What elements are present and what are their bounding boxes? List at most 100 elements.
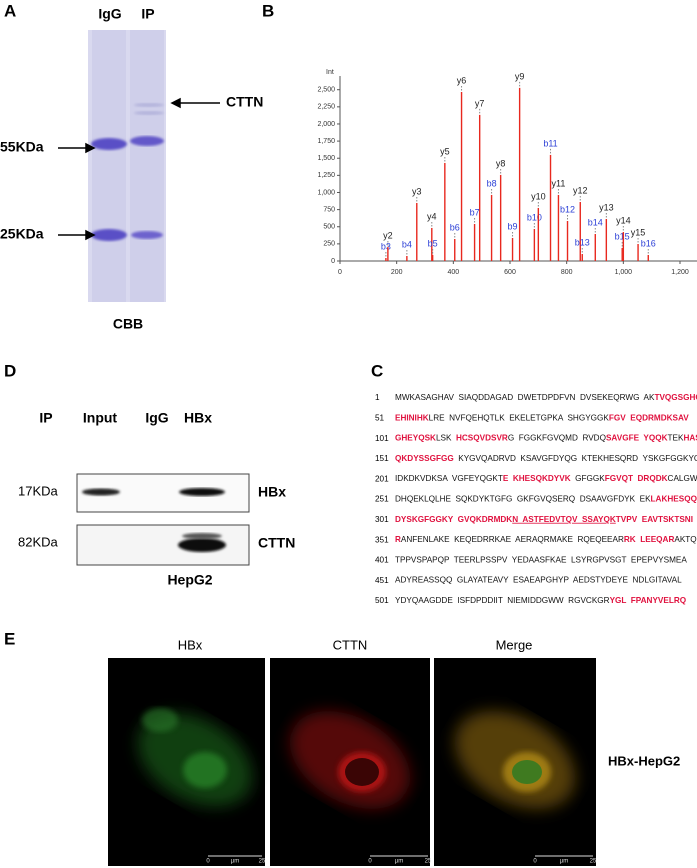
marker-label: 82KDa bbox=[18, 534, 59, 549]
sequence-segment: FGV EQDRMDKSAV bbox=[609, 413, 689, 422]
sequence-segment: YDYQAAGDDE ISFDPDDIIT NIEMIDDGWW RGVCKGR bbox=[395, 596, 610, 605]
peak-label: y13 bbox=[599, 202, 614, 212]
peak-label: y15 bbox=[631, 227, 646, 237]
peak-label: y9 bbox=[515, 71, 525, 81]
sequence-segment: LAKHESQQ bbox=[651, 495, 697, 504]
panel-letter: B bbox=[262, 1, 274, 20]
scale-label: µm bbox=[395, 859, 403, 865]
sequence-line: YDYQAAGDDE ISFDPDDIIT NIEMIDDGWW RGVCKGR… bbox=[395, 596, 687, 605]
x-tick-label: 600 bbox=[504, 269, 516, 276]
sequence-line: RANFENLAKE KEQEDRRKAE AERAQRMAKE RQEQEEA… bbox=[395, 535, 697, 544]
y-tick-label: 1,000 bbox=[317, 189, 335, 196]
sequence-line: TPPVSPAPQP TEERLPSSPV YEDAASFKAE LSYRGPV… bbox=[395, 556, 687, 565]
scale-label: 0 bbox=[533, 859, 537, 865]
residue-number: 201 bbox=[375, 474, 389, 483]
y-tick-label: 750 bbox=[323, 206, 335, 213]
sequence-line: GHEYQSKLSK HCSQVDSVRG FGGKFGVQMD RVDQSAV… bbox=[395, 434, 697, 443]
residue-number: 1 bbox=[375, 393, 380, 402]
x-tick-label: 400 bbox=[447, 269, 459, 276]
channel-label: HBx bbox=[178, 637, 203, 652]
y-tick-label: 2,250 bbox=[317, 104, 335, 111]
peak-label: b5 bbox=[428, 238, 438, 248]
sequence-segment: IDKDKVDKSA VGFEYQGKT bbox=[395, 474, 503, 483]
peak-label: b8 bbox=[487, 178, 497, 188]
sequence-segment: E KHESQKDYVK bbox=[503, 474, 571, 483]
y-tick-label: 1,500 bbox=[317, 155, 335, 162]
y-tick-label: 1,250 bbox=[317, 172, 335, 179]
sequence-line: IDKDKVDKSA VGFEYQGKTE KHESQKDYVK GFGGKFG… bbox=[395, 474, 697, 483]
sequence-segment: TVPV EAVTSKTSNI bbox=[616, 515, 693, 524]
scale-label: 25 bbox=[590, 859, 597, 865]
scale-label: µm bbox=[231, 859, 239, 865]
scale-label: 0 bbox=[206, 859, 210, 865]
sequence-segment: KYGVQADRVD KSAVGFDYQG KTEKHESQRD YSKGFGG… bbox=[454, 454, 697, 463]
sequence-line: EHINIHKLRE NVFQEHQTLK EKELETGPKA SHGYGGK… bbox=[395, 413, 689, 422]
residue-number: 251 bbox=[375, 495, 389, 504]
sequence-segment: GFGGK bbox=[571, 474, 606, 483]
micrograph bbox=[108, 658, 265, 866]
panel-letter: E bbox=[4, 629, 15, 648]
sequence-segment: ANFENLAKE KEQEDRRKAE AERAQRMAKE RQEQEEAR bbox=[401, 535, 624, 544]
sequence-segment: FGVQT DRQDK bbox=[605, 474, 668, 483]
cell-line: HepG2 bbox=[167, 572, 212, 588]
y-tick-label: 0 bbox=[331, 258, 335, 265]
peak-label: b13 bbox=[575, 237, 590, 247]
marker-label: 17KDa bbox=[18, 483, 59, 498]
peak-label: b4 bbox=[402, 239, 412, 249]
gel bbox=[88, 30, 166, 302]
peak-label: b12 bbox=[560, 204, 575, 214]
residue-number: 501 bbox=[375, 596, 389, 605]
sequence-line: QKDYSSGFGG KYGVQADRVD KSAVGFDYQG KTEKHES… bbox=[395, 454, 697, 463]
y-tick-label: 250 bbox=[323, 241, 335, 248]
peak-label: y7 bbox=[475, 98, 485, 108]
spectrum: Intm/z02505007501,0001,2501,5001,7502,00… bbox=[317, 69, 697, 276]
peak-label: y3 bbox=[412, 186, 422, 196]
residue-number: 151 bbox=[375, 454, 389, 463]
scale-label: 25 bbox=[259, 859, 266, 865]
residue-number: 401 bbox=[375, 556, 389, 565]
peak-label: y8 bbox=[496, 158, 506, 168]
sequence: 1 MWKASAGHAV SIAQDDAGAD DWETDPDFVN DVSEKE… bbox=[375, 393, 697, 605]
residue-number: 51 bbox=[375, 413, 385, 422]
peak-label: b9 bbox=[508, 221, 518, 231]
scale-label: µm bbox=[560, 859, 568, 865]
sequence-segment: EHINIHK bbox=[395, 413, 429, 422]
sequence-segment: TEK bbox=[668, 434, 684, 443]
y-tick-label: 2,000 bbox=[317, 121, 335, 128]
panel-letter: A bbox=[4, 1, 16, 20]
lane-label: IgG bbox=[145, 410, 168, 426]
peak-label: y14 bbox=[616, 215, 631, 225]
peak-label: y10 bbox=[531, 191, 546, 201]
scale-label: 25 bbox=[425, 859, 432, 865]
peak-label: b15 bbox=[615, 231, 630, 241]
x-tick-label: 1,000 bbox=[615, 269, 633, 276]
micrograph bbox=[434, 658, 596, 866]
scale-label: 0 bbox=[368, 859, 372, 865]
lane-label: IgG bbox=[98, 6, 121, 22]
peak-label: b10 bbox=[527, 212, 542, 222]
panel-letter: D bbox=[4, 361, 16, 380]
sequence-segment: YGL FPANYVELRQ bbox=[610, 596, 687, 605]
band-label: CTTN bbox=[226, 94, 263, 110]
peak-label: y5 bbox=[440, 146, 450, 156]
y-axis-label: Int bbox=[326, 69, 334, 76]
sequence-segment: GHEYQSK bbox=[395, 434, 436, 443]
blot bbox=[76, 473, 250, 566]
sequence-segment: QKDYSSGFGG bbox=[395, 454, 454, 463]
sequence-segment: LSK bbox=[436, 434, 456, 443]
y-tick-label: 2,500 bbox=[317, 87, 335, 94]
peak-label: y2 bbox=[383, 230, 393, 240]
sequence-segment: ADYREASSQQ GLAYATEAVY ESAEAPGHYP AEDSTYD… bbox=[395, 576, 682, 585]
peak-label: b11 bbox=[543, 138, 557, 148]
x-tick-label: 800 bbox=[561, 269, 573, 276]
sequence-segment: MWKASAGHAV SIAQDDAGAD DWETDPDFVN DVSEKEQ… bbox=[395, 393, 655, 402]
residue-number: 351 bbox=[375, 535, 389, 544]
sequence-line: DHQEKLQLHE SQKDYKTGFG GKFGVQSERQ DSAAVGF… bbox=[395, 495, 697, 504]
sequence-segment: DHQEKLQLHE SQKDYKTGFG GKFGVQSERQ DSAAVGF… bbox=[395, 495, 651, 504]
sequence-segment: CALGW bbox=[668, 474, 697, 483]
y-tick-label: 1,750 bbox=[317, 138, 335, 145]
sequence-segment: R bbox=[395, 535, 401, 544]
marker-label: 55KDa bbox=[0, 139, 44, 155]
